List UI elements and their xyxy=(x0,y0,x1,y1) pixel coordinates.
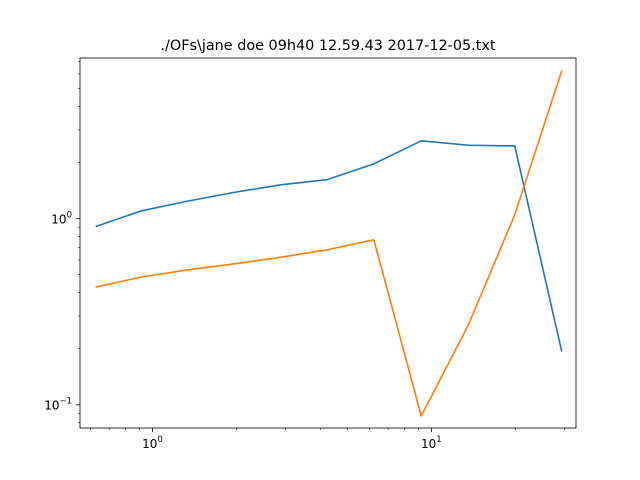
chart-title: ./OFs\jane doe 09h40 12.59.43 2017-12-05… xyxy=(160,38,495,54)
series-line-1 xyxy=(95,140,563,352)
series-line-2 xyxy=(95,70,563,417)
series-layer xyxy=(95,70,563,417)
plot-frame xyxy=(79,57,577,429)
